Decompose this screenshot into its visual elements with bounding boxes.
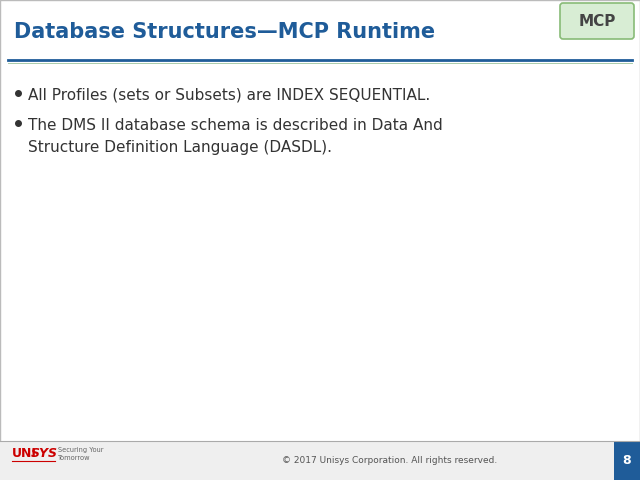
Text: All Profiles (sets or Subsets) are INDEX SEQUENTIAL.: All Profiles (sets or Subsets) are INDEX… [28, 88, 430, 103]
Bar [614, 441, 640, 480]
Text: UNI: UNI [12, 447, 37, 460]
Text: 8: 8 [623, 454, 631, 467]
Text: SYS: SYS [31, 447, 58, 460]
Text: Database Structures—MCP Runtime: Database Structures—MCP Runtime [14, 22, 435, 42]
Text: The DMS II database schema is described in Data And
Structure Definition Languag: The DMS II database schema is described … [28, 118, 443, 155]
FancyBboxPatch shape [560, 3, 634, 39]
Text: Securing Your
Tomorrow: Securing Your Tomorrow [58, 447, 104, 460]
Text: MCP: MCP [579, 13, 616, 28]
Text: © 2017 Unisys Corporation. All rights reserved.: © 2017 Unisys Corporation. All rights re… [282, 456, 498, 465]
Bar [0, 441, 640, 480]
